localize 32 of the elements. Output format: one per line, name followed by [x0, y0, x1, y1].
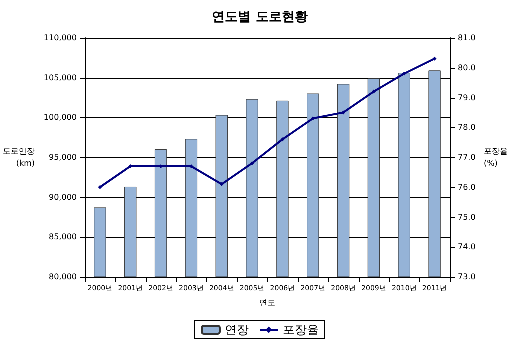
legend-label: 포장율 — [283, 323, 319, 337]
y-tick-label: 80,000 — [49, 272, 77, 282]
y2-tick-label: 73.0 — [458, 272, 476, 282]
point — [342, 110, 346, 115]
point — [402, 72, 406, 76]
y2-axis-title: 포장율 (%) — [484, 147, 508, 168]
line-series — [98, 56, 437, 190]
chart-title: 연도별 도로현황 — [212, 10, 308, 25]
y2-tick-label: 80.0 — [458, 63, 476, 72]
y-tick-label: 110,000 — [44, 34, 77, 42]
y-tick-label: 100,000 — [44, 113, 77, 122]
y-axis-title: 도로연장 (km) — [3, 147, 35, 168]
point — [250, 161, 254, 166]
point — [220, 182, 224, 186]
point — [432, 56, 437, 61]
y2-tick-label: 78.0 — [458, 123, 476, 132]
y2-tick-label: 79.0 — [458, 93, 476, 102]
y-tick-label: 95,000 — [49, 153, 77, 162]
y2-tick-label: 81.0 — [458, 34, 476, 42]
y-tick-label: 85,000 — [49, 232, 77, 242]
y2-tick-label: 74.0 — [458, 242, 476, 252]
point — [311, 116, 316, 121]
point — [372, 90, 376, 94]
y-tick-label: 105,000 — [44, 73, 77, 82]
legend-label: 연장 — [225, 323, 249, 337]
point — [98, 185, 102, 190]
y2-tick-label: 77.0 — [458, 153, 476, 162]
y-tick-label: 90,000 — [49, 192, 77, 202]
y2-tick-label: 76.0 — [458, 182, 476, 192]
x-axis-title: 연도 — [260, 298, 276, 308]
y2-tick-label: 75.0 — [458, 212, 476, 222]
point — [280, 138, 285, 142]
